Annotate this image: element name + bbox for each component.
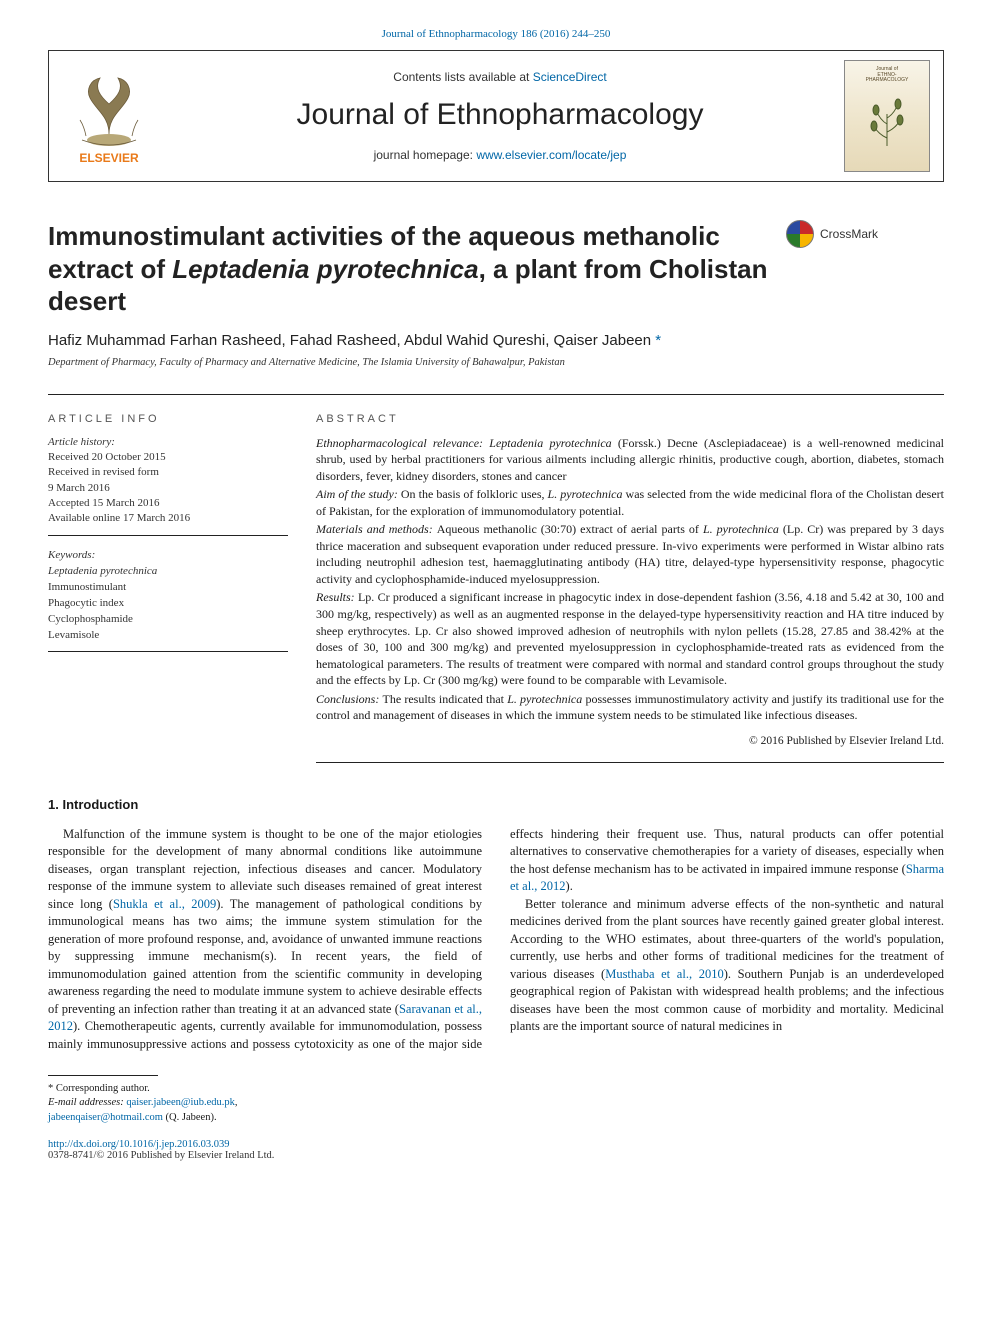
abstract-copyright: © 2016 Published by Elsevier Ireland Ltd… (316, 734, 944, 750)
intro-para-2: Better tolerance and minimum adverse eff… (510, 896, 944, 1036)
issn-copyright-line: 0378-8741/© 2016 Published by Elsevier I… (48, 1150, 944, 1161)
abstract-section: abstract Ethnopharmacological relevance:… (316, 413, 944, 763)
footnotes: * Corresponding author. E-mail addresses… (48, 1082, 944, 1125)
journal-cover-cell: Journal of ETHNO- PHARMACOLOGY (831, 51, 943, 181)
citation-link[interactable]: Musthaba et al., 2010 (605, 967, 724, 981)
cover-plant-icon (866, 94, 908, 150)
journal-title: Journal of Ethnopharmacology (297, 98, 704, 132)
corresponding-mark: * (651, 332, 661, 349)
abstract-body: Ethnopharmacological relevance: Leptaden… (316, 435, 944, 763)
elsevier-wordmark: ELSEVIER (79, 151, 139, 165)
article-info-sidebar: article info Article history: Received 2… (48, 413, 288, 763)
crossmark-label: CrossMark (820, 227, 878, 241)
journal-header: ELSEVIER Contents lists available at Sci… (48, 50, 944, 182)
article-info-heading: article info (48, 413, 288, 425)
corresponding-author-note: * Corresponding author. (48, 1082, 944, 1096)
author-list: Hafiz Muhammad Farhan Rasheed, Fahad Ras… (48, 332, 944, 349)
article-history: Article history: Received 20 October 201… (48, 435, 288, 536)
journal-cover-thumb-icon: Journal of ETHNO- PHARMACOLOGY (844, 60, 930, 172)
email-link[interactable]: jabeenqaiser@hotmail.com (48, 1112, 163, 1123)
journal-homepage-line: journal homepage: www.elsevier.com/locat… (374, 148, 627, 162)
section-heading-introduction: 1. Introduction (48, 797, 944, 812)
crossmark-badge[interactable]: CrossMark (786, 220, 896, 248)
elsevier-tree-logo-icon: ELSEVIER (66, 66, 152, 166)
citation-link[interactable]: Shukla et al., 2009 (113, 897, 216, 911)
journal-citation-link[interactable]: Journal of Ethnopharmacology 186 (2016) … (48, 28, 944, 40)
citation-range: 186 (2016) 244–250 (521, 28, 611, 40)
publisher-logo-cell: ELSEVIER (49, 51, 169, 181)
sciencedirect-link[interactable]: ScienceDirect (533, 70, 607, 84)
footnote-separator (48, 1075, 158, 1076)
doi-link[interactable]: http://dx.doi.org/10.1016/j.jep.2016.03.… (48, 1139, 944, 1150)
crossmark-icon (786, 220, 814, 248)
contents-lists-line: Contents lists available at ScienceDirec… (393, 70, 606, 84)
journal-homepage-link[interactable]: www.elsevier.com/locate/jep (476, 148, 626, 162)
keywords-block: Keywords: Leptadenia pyrotechnica Immuno… (48, 548, 288, 653)
affiliation: Department of Pharmacy, Faculty of Pharm… (48, 357, 944, 368)
introduction-section: 1. Introduction Malfunction of the immun… (48, 797, 944, 1054)
email-link[interactable]: qaiser.jabeen@iub.edu.pk (126, 1097, 235, 1108)
citation-journal: Journal of Ethnopharmacology (382, 28, 518, 40)
abstract-heading: abstract (316, 413, 944, 425)
